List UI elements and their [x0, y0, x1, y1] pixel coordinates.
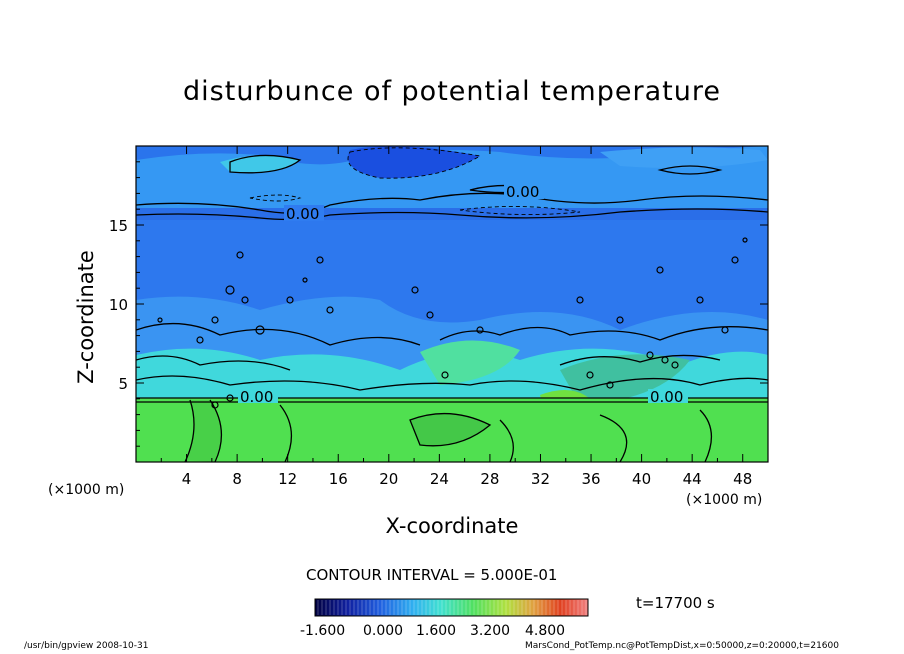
x-tick-label: 24	[430, 470, 449, 488]
footer-right: MarsCond_PotTemp.nc@PotTempDist,x=0:5000…	[525, 641, 839, 651]
contour-label: 0.00	[240, 388, 273, 406]
contour-specks	[157, 237, 748, 409]
contour-label-group: 0.00 0.00 0.00 0.00	[238, 183, 688, 406]
y-axis-label: Z-coordinate	[74, 250, 98, 384]
chart-title: disturbunce of potential temperature	[183, 76, 721, 107]
heatmap-field	[136, 146, 768, 462]
colorbar-tick-label: -1.600	[300, 623, 346, 639]
x-axis-ticks	[160, 146, 744, 462]
x-tick-label: 12	[278, 470, 297, 488]
y-axis-tick-labels: 5 10 15	[109, 217, 128, 393]
colorbar-tick-label: 3.200	[470, 623, 511, 639]
footer-left: /usr/bin/gpview 2008-10-31	[24, 641, 149, 651]
x-tick-label: 4	[182, 470, 192, 488]
x-tick-label: 48	[733, 470, 752, 488]
x-axis-tick-labels: 4 8 12 16 20 24 28 32 36 40 44 48	[182, 470, 752, 488]
x-tick-label: 20	[379, 470, 398, 488]
colorbar-tick-label: 1.600	[416, 623, 457, 639]
x-tick-label: 28	[480, 470, 499, 488]
x-unit-label-right: (×1000 m)	[686, 492, 763, 508]
x-tick-label: 40	[632, 470, 651, 488]
colorbar	[314, 598, 589, 617]
x-tick-label: 44	[683, 470, 702, 488]
x-tick-label: 8	[232, 470, 242, 488]
y-tick-label: 15	[109, 217, 128, 235]
x-tick-label: 36	[581, 470, 600, 488]
y-tick-label: 10	[109, 296, 128, 314]
x-axis-label: X-coordinate	[385, 514, 519, 538]
colorbar-tick-label: 0.000	[363, 623, 404, 639]
contour-label: 0.00	[286, 205, 319, 223]
contour-interval-label: CONTOUR INTERVAL = 5.000E-01	[306, 566, 558, 584]
x-tick-label: 16	[329, 470, 348, 488]
y-axis-ticks	[136, 161, 768, 447]
x-tick-label: 32	[531, 470, 550, 488]
contour-label: 0.00	[506, 183, 539, 201]
colorbar-tick-label: 4.800	[525, 623, 566, 639]
y-tick-label: 5	[118, 375, 128, 393]
x-unit-label-left: (×1000 m)	[48, 482, 125, 498]
time-label: t=17700 s	[636, 594, 715, 612]
colorbar-stripes	[317, 600, 587, 615]
contour-label: 0.00	[650, 388, 683, 406]
negative-contours	[249, 147, 581, 216]
